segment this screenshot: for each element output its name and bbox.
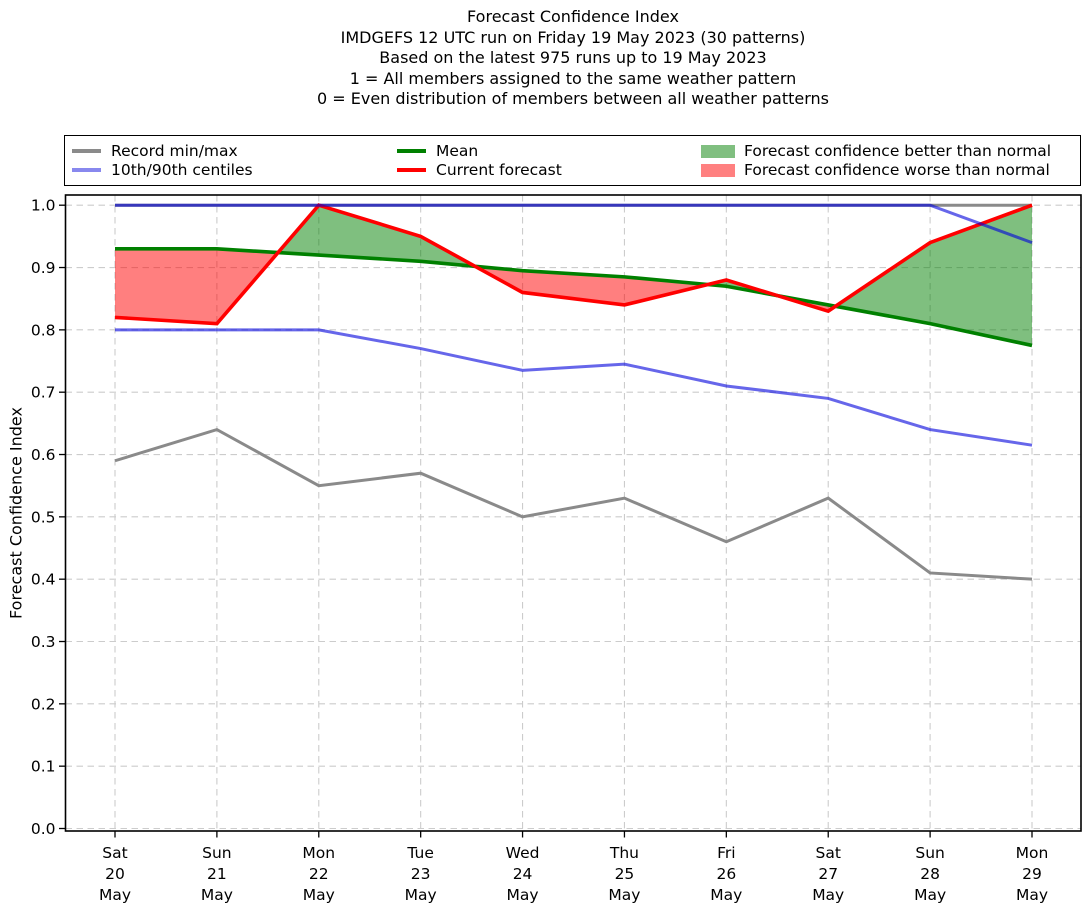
legend-item-mean: Mean [397, 142, 478, 160]
y-tick-label: 0.1 [31, 758, 56, 776]
legend-label: Record min/max [111, 142, 238, 160]
mean-line-swatch [397, 149, 426, 153]
y-tick-label: 1.0 [31, 197, 56, 215]
legend: Record min/max 10th/90th centiles Mean C… [64, 135, 1081, 186]
record-minmax-line-swatch [72, 149, 101, 153]
legend-label: 10th/90th centiles [111, 161, 253, 179]
x-tick-label: Mon 22 May [302, 844, 335, 904]
title-line-3: Based on the latest 975 runs up to 19 Ma… [379, 48, 767, 67]
title-line-4: 1 = All members assigned to the same wea… [349, 68, 797, 88]
x-tick-label: Sat 27 May [812, 844, 844, 904]
series-10th-centile [115, 328, 1033, 447]
x-tick-label: Mon 29 May [1016, 844, 1049, 904]
legend-label: Mean [436, 142, 479, 160]
legend-item-record-minmax: Record min/max [72, 142, 238, 160]
series-mean [115, 247, 1033, 348]
legend-label: Current forecast [436, 161, 562, 179]
y-tick-label: 0.2 [31, 695, 56, 713]
x-tick-label: Fri 26 May [710, 844, 742, 904]
series-record-min [114, 427, 1033, 581]
y-tick-label: 0.9 [31, 259, 56, 277]
chart-title-block: Forecast Confidence Index IMDGEFS 12 UTC… [0, 7, 1092, 110]
series-90th-centile [115, 203, 1033, 245]
x-tick-label: Wed 24 May [506, 844, 540, 904]
fill-worse-than-normal [115, 248, 279, 324]
x-tick-label: Tue 23 May [405, 844, 437, 904]
legend-item-better-than-normal: Forecast confidence better than normal [701, 142, 1051, 160]
worse-than-normal-patch-swatch [701, 163, 735, 177]
legend-label: Forecast confidence worse than normal [744, 161, 1050, 179]
fill-better-than-normal [278, 205, 476, 267]
title-line-5: 0 = Even distribution of members between… [316, 89, 830, 108]
y-tick-label: 0.0 [31, 820, 56, 838]
fill-worse-than-normal [475, 266, 708, 305]
series-current-forecast [114, 203, 1033, 326]
y-tick-label: 0.6 [31, 446, 56, 464]
title-line-2: IMDGEFS 12 UTC run on Friday 19 May 2023… [340, 27, 806, 47]
y-tick-label: 0.7 [31, 384, 56, 402]
centiles-line-swatch [72, 168, 101, 172]
x-tick-label: Sun 21 May [201, 844, 233, 904]
legend-item-worse-than-normal: Forecast confidence worse than normal [701, 161, 1050, 179]
y-tick-label: 0.4 [31, 571, 56, 589]
y-tick-label: 0.5 [31, 508, 56, 526]
y-tick-label: 0.3 [31, 633, 56, 651]
title-line-1: Forecast Confidence Index [467, 7, 679, 26]
plot-frame [64, 194, 1082, 832]
x-tick-label: Sun 28 May [914, 844, 946, 904]
current-forecast-line-swatch [397, 168, 426, 172]
x-tick-label: Sat 20 May [99, 844, 131, 904]
better-than-normal-patch-swatch [701, 144, 735, 158]
x-tick-label: Thu 25 May [608, 844, 640, 904]
fill-better-than-normal [835, 205, 1032, 346]
legend-label: Forecast confidence better than normal [744, 142, 1052, 160]
legend-item-current-forecast: Current forecast [397, 161, 562, 179]
y-tick-label: 0.8 [31, 321, 56, 339]
legend-item-centiles: 10th/90th centiles [72, 161, 253, 179]
